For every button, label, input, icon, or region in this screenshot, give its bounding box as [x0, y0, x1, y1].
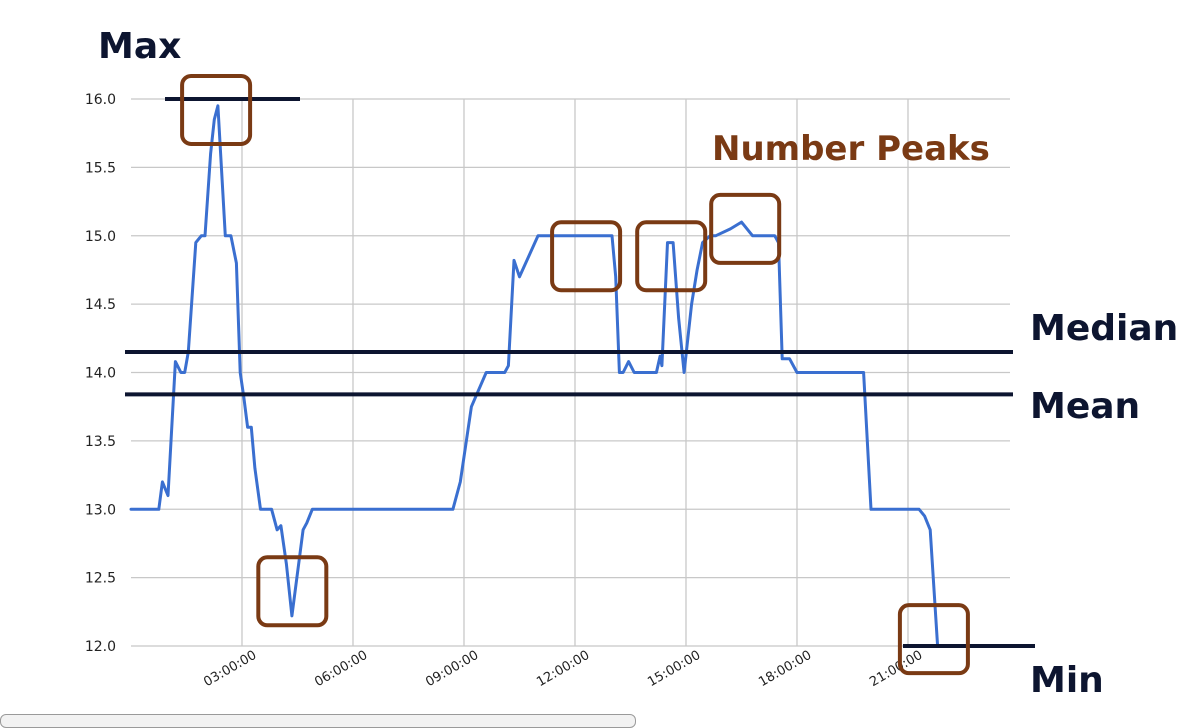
- peak-highlight-box: [709, 192, 782, 265]
- y-tick-label: 13.5: [85, 434, 116, 450]
- x-tick-label: 15:00:00: [645, 648, 703, 690]
- peak-highlight-box: [180, 73, 253, 146]
- max-label: Max: [98, 26, 181, 67]
- min-label: Min: [1030, 660, 1104, 701]
- series-line: [129, 104, 954, 648]
- x-tick-label: 06:00:00: [312, 648, 370, 690]
- median-label: Median: [1030, 308, 1178, 349]
- y-tick-label: 12.5: [85, 571, 116, 587]
- x-tick-label: 12:00:00: [534, 648, 592, 690]
- y-tick-label: 15.5: [85, 160, 116, 176]
- number-peaks-label: Number Peaks: [712, 129, 990, 169]
- y-tick-label: 16.0: [85, 92, 116, 108]
- peak-highlight-box: [635, 220, 708, 293]
- y-tick-label: 14.0: [85, 366, 116, 382]
- peak-highlight-box: [550, 220, 623, 293]
- peak-highlight-box: [256, 555, 329, 628]
- x-tick-label: 21:00:00: [867, 648, 925, 690]
- x-tick-label: 03:00:00: [201, 648, 259, 690]
- peak-highlight-box: [897, 603, 970, 676]
- y-tick-label: 15.0: [85, 229, 116, 245]
- mean-label: Mean: [1030, 386, 1140, 427]
- x-tick-label: 09:00:00: [423, 648, 481, 690]
- y-tick-label: 13.0: [85, 502, 116, 518]
- x-tick-label: 18:00:00: [756, 648, 814, 690]
- horizontal-scrollbar[interactable]: [0, 714, 636, 728]
- y-tick-label: 14.5: [85, 297, 116, 313]
- y-tick-label: 12.0: [85, 639, 116, 655]
